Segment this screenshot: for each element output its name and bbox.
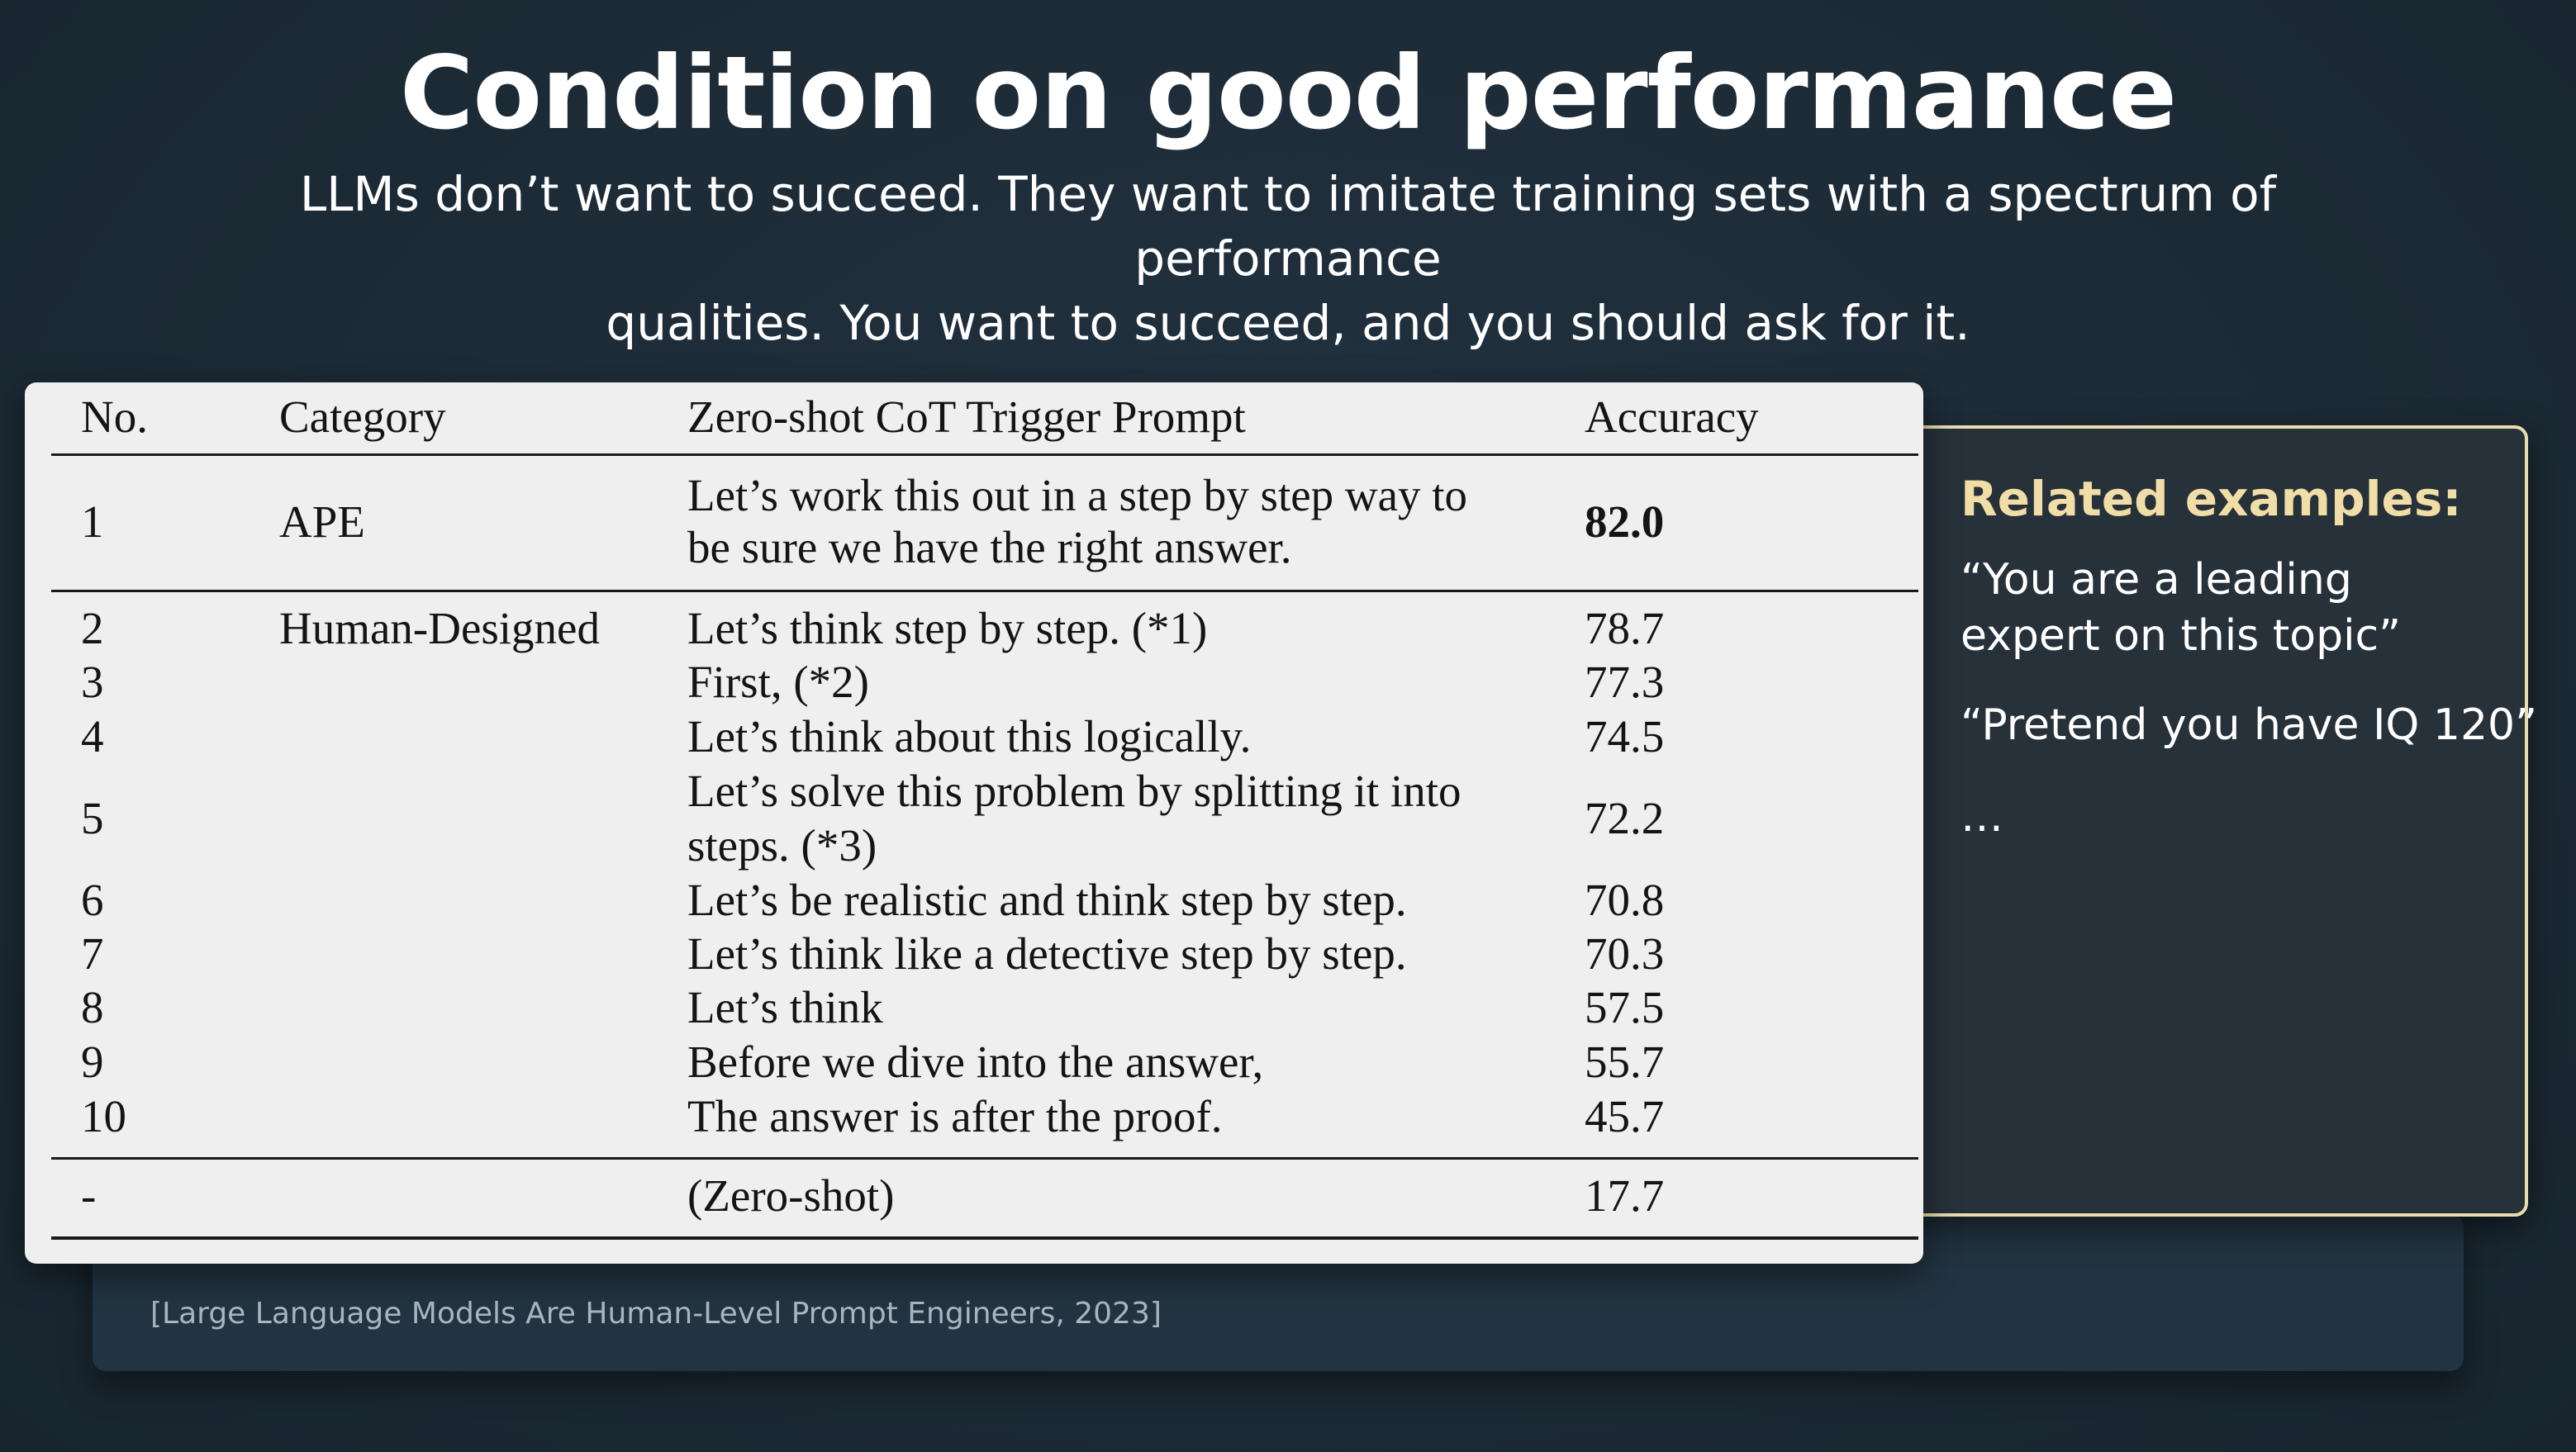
row-9-no: 9 bbox=[81, 1037, 104, 1087]
row-5-no: 5 bbox=[81, 793, 104, 843]
row-5-prompt-line-2: steps. (*3) bbox=[687, 820, 877, 871]
row-4-prompt: Let’s think about this logically. bbox=[687, 711, 1252, 762]
row-6-prompt: Let’s be realistic and think step by ste… bbox=[687, 875, 1407, 925]
row-8-prompt: Let’s think bbox=[687, 982, 883, 1032]
row-1-prompt-line-1: Let’s work this out in a step by step wa… bbox=[687, 470, 1468, 520]
row-8-accuracy: 57.5 bbox=[1585, 982, 1665, 1032]
related-example-3: … bbox=[1961, 792, 2003, 842]
row-4-accuracy: 74.5 bbox=[1585, 711, 1665, 762]
row-10-prompt: The answer is after the proof. bbox=[687, 1091, 1223, 1141]
row-3-accuracy: 77.3 bbox=[1585, 657, 1665, 707]
related-example-2: “Pretend you have IQ 120” bbox=[1961, 700, 2538, 750]
subtitle-line-2: qualities. You want to succeed, and you … bbox=[606, 295, 1970, 351]
row-2-accuracy: 78.7 bbox=[1585, 603, 1665, 653]
row-10-accuracy: 45.7 bbox=[1585, 1091, 1665, 1141]
row-7-no: 7 bbox=[81, 928, 104, 979]
row-1-prompt-line-2: be sure we have the right answer. bbox=[687, 522, 1292, 572]
subtitle-line-1: LLMs don’t want to succeed. They want to… bbox=[299, 166, 2277, 287]
related-example-1: “You are a leading expert on this topic” bbox=[1961, 552, 2401, 664]
header-rule bbox=[51, 453, 1918, 456]
header-prompt: Zero-shot CoT Trigger Prompt bbox=[687, 391, 1246, 442]
citation: [Large Language Models Are Human-Level P… bbox=[150, 1297, 1162, 1331]
bottom-rule bbox=[51, 1236, 1918, 1240]
results-table: No. Category Zero-shot CoT Trigger Promp… bbox=[25, 382, 1923, 1264]
related-example-1-line-2: expert on this topic” bbox=[1961, 611, 2402, 661]
row-1-accuracy: 82.0 bbox=[1585, 496, 1665, 547]
row-1-category: APE bbox=[279, 496, 365, 547]
row-2-prompt: Let’s think step by step. (*1) bbox=[687, 603, 1208, 653]
row-zero-shot-no: - bbox=[81, 1170, 97, 1221]
row-3-prompt: First, (*2) bbox=[687, 657, 869, 707]
baseline-rule bbox=[51, 1157, 1918, 1160]
header-accuracy: Accuracy bbox=[1585, 391, 1759, 442]
row-3-no: 3 bbox=[81, 657, 104, 707]
row-2-category: Human-Designed bbox=[279, 603, 600, 653]
related-examples-heading: Related examples: bbox=[1961, 471, 2462, 527]
row-7-accuracy: 70.3 bbox=[1585, 928, 1665, 979]
row-2-no: 2 bbox=[81, 603, 104, 653]
header-category: Category bbox=[279, 391, 446, 442]
row-7-prompt: Let’s think like a detective step by ste… bbox=[687, 928, 1407, 979]
group-rule bbox=[51, 590, 1918, 592]
row-4-no: 4 bbox=[81, 711, 104, 762]
row-zero-shot-prompt: (Zero-shot) bbox=[687, 1170, 895, 1221]
row-8-no: 8 bbox=[81, 982, 104, 1032]
row-5-accuracy: 72.2 bbox=[1585, 793, 1665, 843]
header-no: No. bbox=[81, 391, 148, 442]
row-zero-shot-accuracy: 17.7 bbox=[1585, 1170, 1665, 1221]
row-5-prompt-line-1: Let’s solve this problem by splitting it… bbox=[687, 766, 1461, 816]
related-example-1-line-1: “You are a leading bbox=[1961, 555, 2352, 605]
row-9-accuracy: 55.7 bbox=[1585, 1037, 1665, 1087]
row-9-prompt: Before we dive into the answer, bbox=[687, 1037, 1264, 1087]
row-10-no: 10 bbox=[81, 1091, 126, 1141]
slide-subtitle: LLMs don’t want to succeed. They want to… bbox=[165, 162, 2411, 355]
row-6-accuracy: 70.8 bbox=[1585, 875, 1665, 925]
row-6-no: 6 bbox=[81, 875, 104, 925]
slide-title: Condition on good performance bbox=[399, 35, 2177, 152]
row-1-no: 1 bbox=[81, 496, 104, 547]
